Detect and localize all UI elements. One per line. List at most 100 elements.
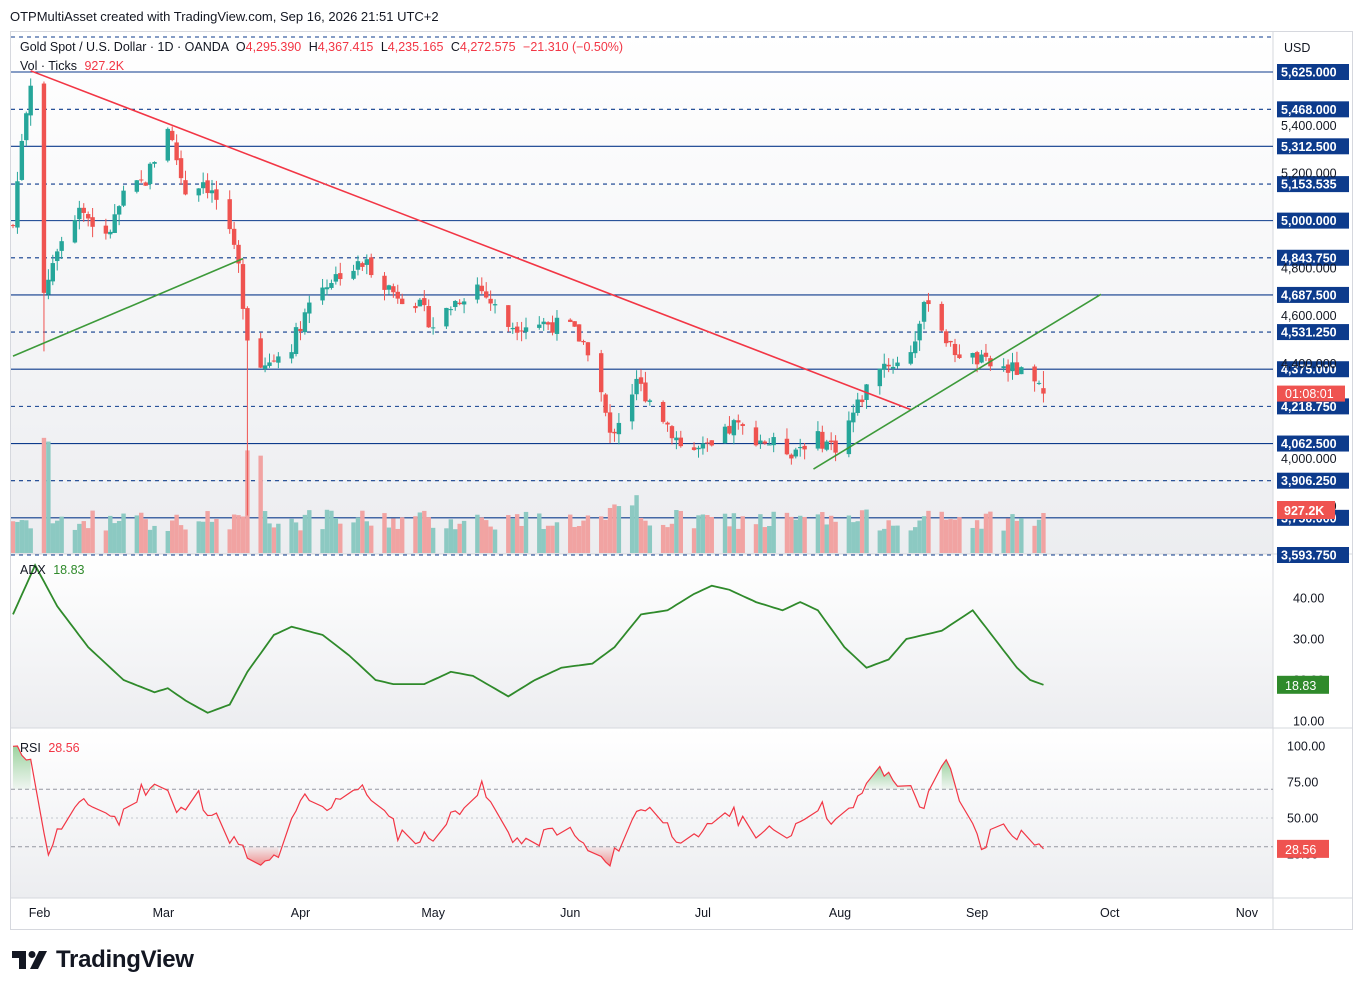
candle-body <box>789 454 794 459</box>
volume-bar <box>519 525 524 553</box>
candle-body <box>143 182 148 186</box>
chart-svg[interactable]: 5,625.000 5,468.000 5,312.500 5,153.535 5,00… <box>10 32 1352 929</box>
rsi-axis-tick: 75.00 <box>1287 776 1318 790</box>
price-level-label: 4,375.000 <box>1281 363 1337 377</box>
rsi-legend-value: 28.56 <box>48 741 80 755</box>
volume-bar <box>740 516 745 553</box>
candle-body <box>638 377 644 384</box>
volume-bar <box>510 518 515 553</box>
candle-body <box>696 447 701 450</box>
candle-body <box>616 422 622 435</box>
rsi-overbought-fill <box>941 759 955 790</box>
candle-body <box>338 273 343 280</box>
volume-bar <box>855 521 860 553</box>
candle-body <box>1036 382 1042 384</box>
volume-bar <box>289 518 294 553</box>
candle-body <box>298 328 303 332</box>
candle-body <box>19 140 25 180</box>
price-level-badge <box>1277 472 1349 489</box>
candle-body <box>674 437 679 441</box>
candle-body <box>448 309 454 311</box>
candle-body <box>413 306 418 309</box>
symbol-title[interactable]: Gold Spot / U.S. Dollar · 1D · OANDA <box>20 40 229 54</box>
price-level-badge <box>1277 64 1349 80</box>
volume-bar <box>59 516 64 553</box>
countdown-label: 01:08:01 <box>1285 387 1334 401</box>
candle-body <box>364 259 370 265</box>
candle-body <box>523 327 529 332</box>
price-axis-tick: 4,400.000 <box>1281 357 1337 371</box>
candle-body <box>72 220 78 243</box>
volume-bar <box>355 517 361 553</box>
volume-bar <box>320 529 325 553</box>
volume-bar <box>629 505 635 553</box>
adx-legend-label[interactable]: ADX <box>20 563 46 577</box>
currency-label[interactable]: USD <box>1284 41 1311 55</box>
candle-body <box>453 300 458 308</box>
volume-bar <box>121 513 126 553</box>
candle-body <box>1005 364 1011 373</box>
candle-body <box>952 343 958 356</box>
volume-bar <box>674 510 679 553</box>
time-axis-label: Nov <box>1236 906 1259 920</box>
legend-high-value: 4,367.415 <box>317 40 374 54</box>
volume-legend-label[interactable]: Vol · Ticks <box>20 59 77 73</box>
volume-bar <box>974 520 980 553</box>
rsi-legend-label[interactable]: RSI <box>20 741 41 755</box>
volume-bar <box>152 525 157 553</box>
price-level-badge <box>1277 176 1349 193</box>
volume-bar <box>616 506 622 553</box>
candle-body <box>846 420 852 455</box>
candle-body <box>139 179 144 181</box>
volume-bar <box>917 520 922 553</box>
time-axis-label: Mar <box>153 906 175 920</box>
adx-axis-tick: 10.00 <box>1293 715 1324 729</box>
price-axis-tick: 5,400.000 <box>1281 119 1337 133</box>
volume-bar <box>19 520 25 553</box>
candle-body <box>77 207 82 220</box>
volume-bar <box>488 526 493 553</box>
candle-body <box>833 440 838 453</box>
candle-body <box>890 366 896 369</box>
price-level-badge <box>1277 398 1349 415</box>
volume-bar <box>939 511 944 553</box>
volume-bar <box>103 530 109 553</box>
candle-body <box>59 241 64 251</box>
volume-bar <box>541 528 546 553</box>
chart-frame[interactable]: 5,625.000 5,468.000 5,312.500 5,153.535 5,00… <box>10 31 1353 930</box>
candle-body <box>691 447 697 450</box>
volume-bar <box>948 519 953 553</box>
price-level-badge <box>1277 547 1349 563</box>
volume-bar <box>771 511 776 553</box>
volume-bar <box>550 525 555 553</box>
candle-body <box>943 331 949 344</box>
candle-body <box>727 425 732 434</box>
volume-bar <box>851 522 856 553</box>
tradingview-logo[interactable]: TradingView <box>12 946 194 974</box>
price-axis-tick: 4,000.000 <box>1281 452 1337 466</box>
candle-body <box>603 394 608 413</box>
candle-body <box>484 291 489 298</box>
price-level-badge <box>1277 101 1349 118</box>
volume-bar <box>753 524 759 553</box>
volume-bar <box>391 518 396 553</box>
trendline-downtrend <box>30 70 912 411</box>
volume-bar <box>183 529 188 553</box>
candle-body <box>307 302 312 314</box>
volume-bar <box>895 525 900 553</box>
rsi-oversold-fill <box>247 846 279 866</box>
volume-bar <box>545 525 551 553</box>
volume-bar <box>802 516 807 553</box>
volume-bar <box>1032 525 1037 553</box>
price-legend: Gold Spot / U.S. Dollar · 1D · OANDA O4,… <box>20 40 623 54</box>
volume-badge-label: 927.2K <box>1284 504 1324 518</box>
volume-bar <box>461 520 467 553</box>
candle-body <box>877 368 883 387</box>
candle-body <box>196 188 201 196</box>
volume-bar <box>46 441 51 553</box>
volume-bar <box>165 530 170 553</box>
volume-bar <box>669 523 675 553</box>
candle-body <box>147 163 153 185</box>
candle-body <box>355 261 361 270</box>
candle-body <box>430 327 436 329</box>
